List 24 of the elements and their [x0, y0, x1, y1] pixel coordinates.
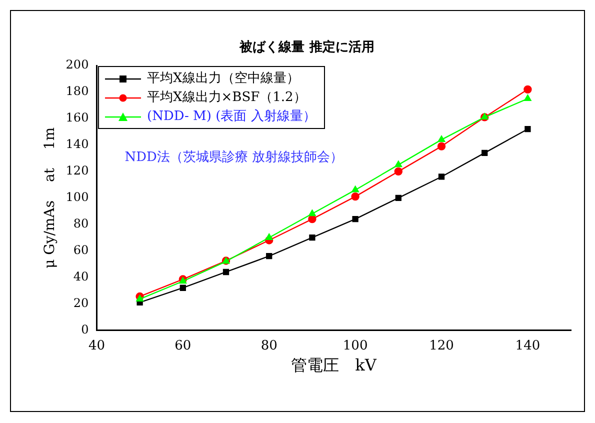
y-tick-label: 140 [66, 137, 89, 152]
y-tick-label: 120 [66, 164, 89, 178]
x-axis-title: 管電圧 kV [291, 356, 377, 375]
y-tick-label: 200 [66, 58, 89, 72]
legend-label: (NDD- M) (表面 入射線量） [147, 108, 316, 126]
legend-label: 平均X線出力（空中線量） [147, 70, 300, 88]
x-tick-label: 100 [342, 338, 368, 354]
y-tick-label: 20 [73, 296, 89, 310]
x-tick-label: 120 [429, 338, 454, 354]
y-tick-label: 160 [66, 110, 89, 125]
y-axis-title: μ Gy/mAs at 1m [42, 127, 58, 268]
y-tick-label: 100 [66, 190, 89, 204]
x-tick-label: 80 [260, 338, 278, 354]
x-tick-label: 60 [174, 338, 192, 354]
x-tick-label: 40 [88, 338, 105, 354]
x-tick-label: 140 [515, 338, 540, 354]
y-tick-label: 40 [73, 269, 89, 284]
y-tick-label: 60 [73, 242, 89, 257]
y-tick-label: 0 [81, 322, 89, 336]
y-tick-label: 80 [73, 216, 89, 230]
legend-label: 平均X線出力×BSF（1.2） [147, 89, 306, 107]
annotation: NDD法（茨城県診療 放射線技師会） [124, 150, 344, 165]
y-tick-label: 180 [66, 84, 89, 98]
chart-title: 被ばく線量 推定に活用 [238, 39, 374, 56]
